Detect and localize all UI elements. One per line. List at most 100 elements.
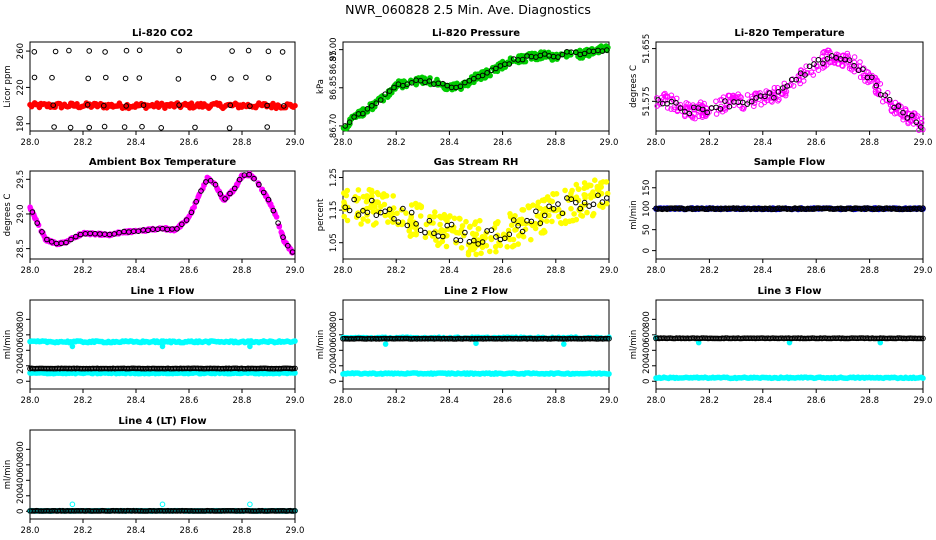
y-tick-label: 1.25 [329, 168, 339, 187]
data-point [188, 209, 195, 216]
data-point [507, 211, 513, 217]
plot-frame [342, 41, 610, 132]
panel-3: Li-820 Temperature degrees C 28.0 28.2 28.4 2… [629, 28, 932, 148]
panel-10: Line 4 (LT) Flow ml/min 28.0 28.2 28.4 28.6 28… [3, 416, 304, 536]
data-point [815, 57, 822, 63]
data-point [699, 106, 706, 113]
y-tick-label: 800 [16, 311, 26, 327]
y-tick-label: 180 [16, 116, 26, 132]
data-point [292, 338, 298, 344]
panel-4: Ambient Box Temperature degrees C 28.0 28.2… [3, 157, 304, 276]
data-point [212, 181, 219, 188]
data-point [766, 90, 773, 96]
data-point [487, 248, 493, 255]
data-point [426, 78, 433, 84]
data-point [811, 56, 817, 63]
data-point [722, 98, 728, 104]
data-point [386, 206, 393, 213]
data-point [479, 72, 486, 79]
data-point [532, 225, 539, 232]
data-point [355, 212, 362, 218]
x-tick-label: 28.6 [180, 396, 199, 406]
data-point [796, 77, 802, 84]
data-point [829, 53, 835, 59]
plot-frame [655, 41, 924, 132]
y-tick-label: 800 [329, 311, 339, 327]
data-point [381, 201, 388, 208]
plot-frame [655, 299, 924, 390]
data-point [827, 59, 833, 66]
y-axis-label: ml/min [629, 200, 639, 230]
data-point [408, 202, 415, 208]
y-tick-label: 800 [642, 311, 652, 327]
data-point [222, 196, 228, 202]
data-point [279, 49, 286, 55]
data-point [404, 222, 411, 229]
data-point [515, 241, 522, 247]
data-point [377, 97, 384, 103]
data-point [431, 213, 438, 220]
data-point [899, 112, 905, 118]
y-axis-label: degrees C [629, 65, 639, 108]
data-point [217, 191, 224, 197]
data-point [360, 193, 367, 200]
x-tick-label: 28.4 [440, 138, 459, 148]
data-point [824, 56, 831, 62]
data-point [122, 75, 129, 82]
y-tick-label: 220 [16, 79, 26, 95]
data-point [373, 100, 380, 106]
data-point [727, 98, 734, 105]
data-point [346, 207, 353, 214]
x-tick-label: 28.0 [334, 138, 353, 148]
data-point [264, 124, 271, 130]
x-tick-label: 29.0 [286, 396, 305, 406]
y-tick-label: 200 [16, 488, 26, 504]
x-tick-label: 28.8 [233, 266, 252, 276]
data-point [346, 119, 353, 125]
panel-6: Sample Flow ml/min 28.0 28.2 28.4 28.6 28.8 29.… [629, 157, 932, 276]
data-point [66, 47, 72, 54]
data-point [475, 226, 482, 232]
data-point [806, 63, 813, 70]
x-tick-label: 28.4 [127, 526, 146, 536]
data-point [469, 230, 476, 237]
data-point [440, 80, 446, 87]
data-point [382, 91, 388, 97]
panel-title: Line 2 Flow [444, 286, 508, 297]
data-point [606, 371, 612, 377]
data-point [581, 50, 588, 57]
x-tick-label: 28.2 [700, 138, 719, 148]
data-point [600, 204, 606, 210]
data-point [669, 96, 676, 102]
data-point [472, 245, 478, 251]
data-point [757, 90, 763, 96]
data-point [581, 199, 588, 206]
data-point [403, 210, 409, 216]
x-tick-label: 28.0 [21, 266, 40, 276]
data-point [704, 109, 711, 116]
data-point [461, 232, 467, 239]
data-point [566, 218, 573, 225]
data-point [364, 106, 371, 112]
data-point [892, 110, 898, 117]
x-tick-label: 28.8 [233, 526, 252, 536]
data-point [473, 251, 480, 258]
y-tick-label: 200 [16, 358, 26, 374]
data-point [543, 218, 550, 224]
data-point [451, 215, 458, 222]
x-tick-label: 28.4 [753, 396, 772, 406]
data-point [408, 209, 415, 216]
data-point [31, 74, 38, 81]
data-point [408, 80, 415, 86]
data-point [471, 221, 478, 227]
data-point [510, 217, 517, 223]
data-point [158, 125, 164, 131]
data-point [520, 207, 527, 213]
data-point [364, 209, 371, 216]
data-point [477, 217, 483, 224]
x-tick-label: 28.4 [127, 266, 146, 276]
data-point [677, 101, 684, 108]
y-tick-label: 50 [642, 224, 652, 235]
data-point [29, 209, 36, 215]
data-point [267, 202, 274, 208]
